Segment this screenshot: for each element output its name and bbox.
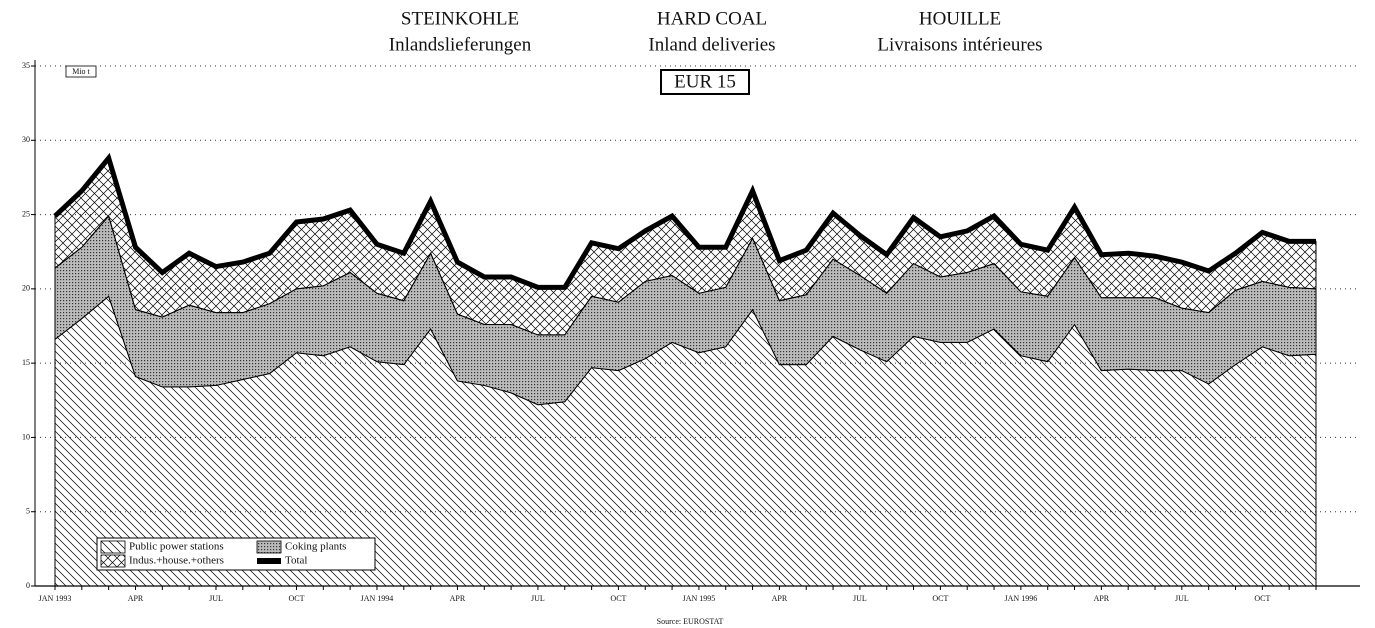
legend-swatch <box>100 554 126 568</box>
x-tick-label: APR <box>1094 594 1110 603</box>
chart-title: HARD COAL <box>657 8 767 29</box>
chart-title: HOUILLE <box>919 8 1001 29</box>
y-tick-label: 5 <box>26 507 30 516</box>
legend-swatch <box>257 558 281 564</box>
y-tick-label: 20 <box>22 284 30 293</box>
x-tick-label: JUL <box>531 594 545 603</box>
x-tick-label: JAN 1994 <box>361 594 394 603</box>
x-tick-label: OCT <box>610 594 626 603</box>
y-tick-label: 0 <box>26 581 30 590</box>
legend-swatch <box>256 540 282 554</box>
x-tick-label: JAN 1993 <box>39 594 72 603</box>
x-tick-label: JAN 1996 <box>1005 594 1038 603</box>
y-tick-label: 10 <box>22 432 30 441</box>
chart-subtitle: Inland deliveries <box>648 34 775 55</box>
unit-label: Mio t <box>72 67 90 76</box>
y-tick-label: 15 <box>22 358 30 367</box>
legend-label: Coking plants <box>285 541 346 553</box>
x-tick-label: JAN 1995 <box>683 594 716 603</box>
legend-label: Total <box>285 555 307 567</box>
x-tick-label: JUL <box>1175 594 1189 603</box>
source: Source: EUROSTAT <box>657 617 724 626</box>
legend-swatch <box>100 540 126 554</box>
subtitle-box <box>660 69 750 95</box>
y-tick-label: 30 <box>22 135 30 144</box>
y-tick-label: 35 <box>22 61 30 70</box>
x-tick-label: OCT <box>1254 594 1270 603</box>
x-tick-label: OCT <box>932 594 948 603</box>
legend-box <box>96 537 376 571</box>
y-tick-label: 25 <box>22 209 30 218</box>
x-tick-label: JUL <box>209 594 223 603</box>
x-tick-label: JUL <box>853 594 867 603</box>
subtitle: EUR 15 <box>674 71 736 92</box>
chart-title: STEINKOHLE <box>401 8 519 29</box>
legend-label: Indus.+house.+others <box>129 555 224 567</box>
chart-subtitle: Inlandslieferungen <box>389 34 532 55</box>
x-tick-label: OCT <box>288 594 304 603</box>
x-tick-label: APR <box>128 594 144 603</box>
chart-subtitle: Livraisons intérieures <box>877 34 1042 55</box>
legend-label: Public power stations <box>129 541 224 553</box>
x-tick-label: APR <box>450 594 466 603</box>
total-line <box>53 152 1316 290</box>
x-tick-label: APR <box>772 594 788 603</box>
